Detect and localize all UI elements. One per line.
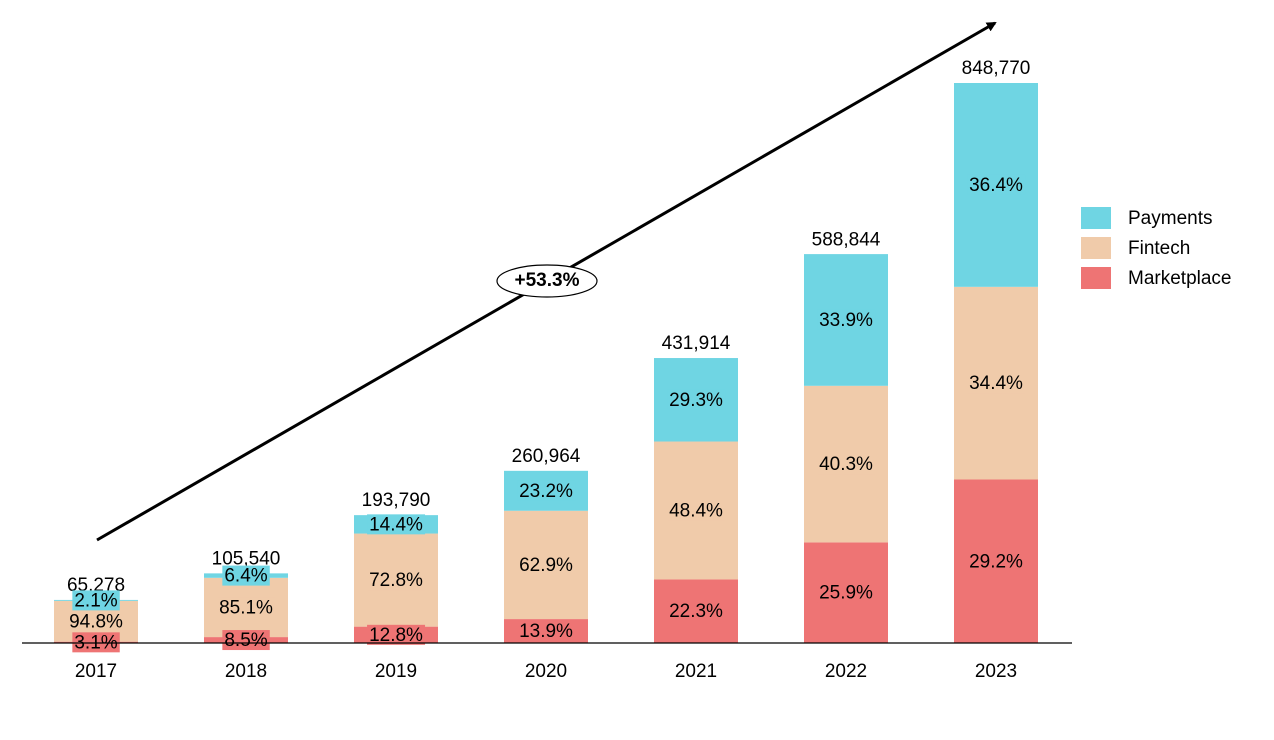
- legend-label: Fintech: [1128, 238, 1190, 259]
- total-label: 105,540: [212, 548, 281, 569]
- segment-label-bg: [67, 611, 126, 632]
- x-tick-label: 2017: [75, 661, 117, 682]
- segment-label: 85.1%: [219, 597, 273, 618]
- total-label: 193,790: [362, 490, 431, 511]
- segment-label-bg: [517, 480, 576, 501]
- segment-label: 13.9%: [519, 621, 573, 642]
- segment-label: 34.4%: [969, 373, 1023, 394]
- segment-label: 29.2%: [969, 551, 1023, 572]
- segment-label-bg: [667, 389, 726, 410]
- segment-label-bg: [967, 551, 1026, 572]
- segment-label-bg: [817, 582, 876, 603]
- legend-swatch: [1081, 267, 1111, 289]
- segment-label-bg: [967, 373, 1026, 394]
- segment-label-bg: [222, 565, 270, 586]
- segment-label-bg: [667, 601, 726, 622]
- segment-label: 36.4%: [969, 175, 1023, 196]
- segment-label: 72.8%: [369, 570, 423, 591]
- legend-swatch: [1081, 207, 1111, 229]
- x-tick-label: 2020: [525, 661, 567, 682]
- annotation-bubble: [496, 264, 598, 298]
- segment-label: 22.3%: [669, 601, 723, 622]
- segment-label: 14.4%: [369, 514, 423, 535]
- segment-label-bg: [72, 632, 120, 653]
- x-tick-label: 2022: [825, 661, 867, 682]
- segment-label: 8.5%: [224, 630, 267, 651]
- legend-label: Marketplace: [1128, 268, 1232, 289]
- segment-label-bg: [222, 630, 270, 651]
- segment-label-bg: [367, 570, 426, 591]
- segment-label: 33.9%: [819, 310, 873, 331]
- segment-label-bg: [217, 597, 276, 618]
- segment-label-bg: [72, 590, 120, 611]
- legend-label: Payments: [1128, 208, 1212, 229]
- segment-label-bg: [817, 309, 876, 330]
- segment-label-bg: [967, 174, 1026, 195]
- legend-swatch: [1081, 237, 1111, 259]
- segment-label-bg: [367, 514, 426, 535]
- segment-label-bg: [517, 554, 576, 575]
- segment-label: 48.4%: [669, 501, 723, 522]
- segment-label: 40.3%: [819, 454, 873, 475]
- x-tick-label: 2023: [975, 661, 1017, 682]
- segment-label: 2.1%: [74, 590, 117, 611]
- segment-label-bg: [367, 624, 426, 645]
- total-label: 260,964: [512, 446, 581, 467]
- segment-label-bg: [667, 500, 726, 521]
- segment-label: 12.8%: [369, 625, 423, 646]
- x-tick-label: 2018: [225, 661, 267, 682]
- segment-label: 29.3%: [669, 390, 723, 411]
- segment-label: 6.4%: [224, 566, 267, 587]
- x-tick-label: 2021: [675, 661, 717, 682]
- segment-label: 62.9%: [519, 555, 573, 576]
- segment-label: 94.8%: [69, 611, 123, 632]
- x-tick-label: 2019: [375, 661, 417, 682]
- segment-label: 25.9%: [819, 583, 873, 604]
- total-label: 431,914: [662, 333, 731, 354]
- segment-label-bg: [517, 621, 576, 642]
- annotation: +53.3%: [515, 270, 580, 291]
- segment-label: 23.2%: [519, 481, 573, 502]
- total-label: 848,770: [962, 58, 1031, 79]
- total-label: 588,844: [812, 230, 881, 251]
- segment-label-bg: [817, 454, 876, 475]
